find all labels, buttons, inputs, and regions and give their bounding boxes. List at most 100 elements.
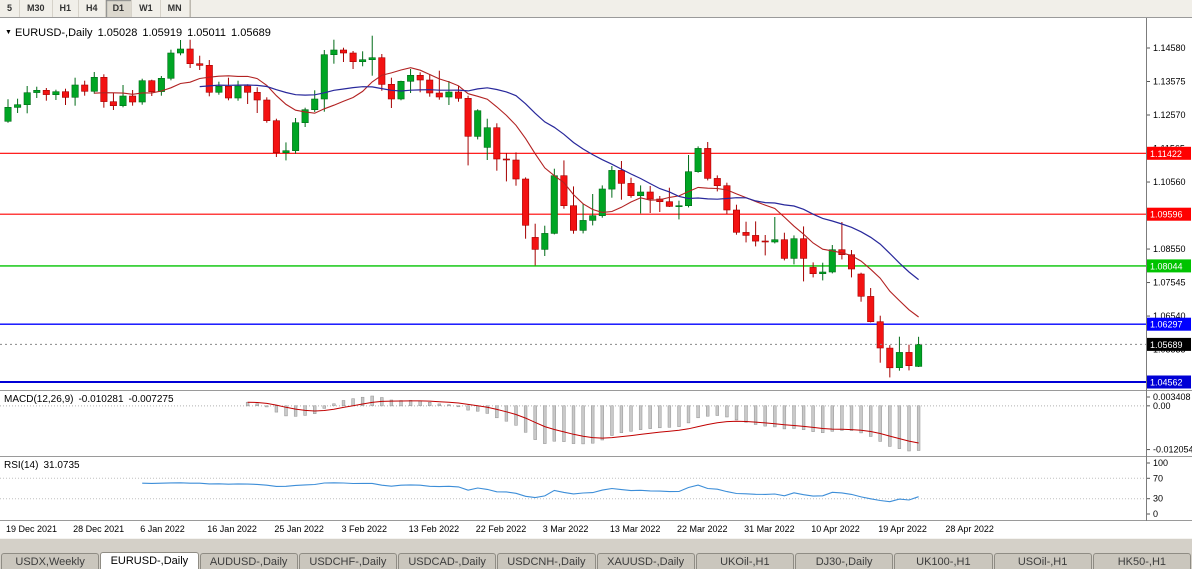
candle <box>244 84 252 104</box>
svg-text:1.04562: 1.04562 <box>1150 378 1183 388</box>
candles-layer <box>4 35 923 378</box>
tab-usdcnh-daily[interactable]: USDCNH-,Daily <box>497 553 596 569</box>
candle <box>646 186 654 213</box>
main-pane <box>0 35 1146 384</box>
price-tag[interactable]: 1.08044 <box>1147 259 1191 273</box>
svg-text:1.05689: 1.05689 <box>1150 340 1183 350</box>
candle <box>876 315 884 363</box>
rsi-tick-label: 70 <box>1153 473 1163 483</box>
price-tag[interactable]: 1.04562 <box>1147 375 1191 389</box>
bottom-bar: USDX,Weekly EURUSD-,Daily AUDUSD-,Daily … <box>0 538 1192 569</box>
timeframe-button-mn[interactable]: MN <box>161 0 190 17</box>
candle <box>253 87 261 113</box>
candle <box>301 107 309 127</box>
tab-audusd-daily[interactable]: AUDUSD-,Daily <box>199 553 298 569</box>
candle <box>416 72 424 93</box>
tab-usdchf-daily[interactable]: USDCHF-,Daily <box>298 553 397 569</box>
candle <box>292 118 300 154</box>
rsi-tick-label: 100 <box>1153 458 1168 468</box>
chart-region: 1.145801.135751.125701.115651.105601.095… <box>0 18 1192 538</box>
candle <box>129 90 137 106</box>
svg-text:1.06297: 1.06297 <box>1150 320 1183 330</box>
candle <box>263 97 271 123</box>
time-axis: 19 Dec 2021 28 Dec 2021 6 Jan 2022 16 Jan 2… <box>6 524 994 534</box>
tab-ukoil-h1[interactable]: UKOil-,H1 <box>695 553 794 569</box>
chart-tab-bar: USDX,Weekly EURUSD-,Daily AUDUSD-,Daily … <box>0 552 1192 569</box>
candle <box>454 86 462 102</box>
price-tag[interactable]: 1.11422 <box>1147 146 1191 160</box>
macd-tick-label: 0.003408 <box>1153 392 1191 402</box>
candle <box>320 50 328 112</box>
candle <box>14 98 22 113</box>
candle <box>847 250 855 278</box>
timeframe-button-h1[interactable]: H1 <box>53 0 80 17</box>
timeframe-button-d1[interactable]: D1 <box>105 0 133 17</box>
candle <box>522 177 530 239</box>
candle <box>282 142 290 161</box>
date-label: 13 Feb 2022 <box>409 524 460 534</box>
timeframe-button-m30[interactable]: M30 <box>20 0 53 17</box>
candle <box>560 160 568 209</box>
candle <box>177 40 185 56</box>
tab-eurusd-daily[interactable]: EURUSD-,Daily <box>100 552 199 569</box>
candle <box>234 80 242 101</box>
tab-usdx-weekly[interactable]: USDX,Weekly <box>1 553 100 569</box>
candle <box>42 88 50 101</box>
date-label: 6 Jan 2022 <box>140 524 185 534</box>
rsi-line <box>142 482 919 503</box>
timeframe-button-w1[interactable]: W1 <box>132 0 161 17</box>
date-label: 28 Apr 2022 <box>945 524 994 534</box>
candle <box>761 235 769 256</box>
candle <box>61 88 69 105</box>
candle <box>742 221 750 243</box>
candle <box>780 232 788 261</box>
candle <box>359 51 367 67</box>
tab-hk50-h1[interactable]: HK50-,H1 <box>1092 553 1191 569</box>
tab-xauusd-daily[interactable]: XAUUSD-,Daily <box>596 553 695 569</box>
candle <box>387 77 395 108</box>
rsi-tick-label: 30 <box>1153 494 1163 504</box>
rsi-tick-label: 0 <box>1153 509 1158 519</box>
candle <box>800 226 808 282</box>
price-tag[interactable]: 1.09596 <box>1147 207 1191 221</box>
candle <box>857 272 865 302</box>
date-label: 22 Mar 2022 <box>677 524 728 534</box>
candle <box>637 185 645 214</box>
tab-dj30-daily[interactable]: DJ30-,Daily <box>795 553 894 569</box>
candle <box>905 344 913 371</box>
ma-slow-line <box>199 84 919 281</box>
candle <box>205 60 213 97</box>
candle <box>493 123 501 171</box>
price-tag[interactable]: 1.06297 <box>1147 317 1191 331</box>
candle <box>138 78 146 105</box>
candle <box>579 203 587 234</box>
candle <box>445 81 453 105</box>
candle <box>33 86 41 98</box>
y-tick-label: 1.10560 <box>1153 177 1186 187</box>
tab-usoil-h1[interactable]: USOil-,H1 <box>993 553 1092 569</box>
date-label: 31 Mar 2022 <box>744 524 795 534</box>
ma-fast-line <box>94 67 919 318</box>
timeframe-button-m5[interactable]: 5 <box>0 0 21 17</box>
timeframe-button-h4[interactable]: H4 <box>79 0 106 17</box>
chart-canvas[interactable]: 1.145801.135751.125701.115651.105601.095… <box>0 18 1192 538</box>
tab-uk100-h1[interactable]: UK100-,H1 <box>894 553 993 569</box>
candle <box>886 345 894 378</box>
candle <box>148 79 156 96</box>
candle <box>349 51 357 69</box>
timeframe-toolbar: 5 M30 H1 H4 D1 W1 MN <box>0 0 1192 18</box>
y-tick-label: 1.06540 <box>1153 311 1186 321</box>
candle <box>915 336 923 367</box>
price-tag[interactable]: 1.05689 <box>1147 337 1191 351</box>
candle <box>407 69 415 93</box>
candle <box>157 76 165 96</box>
date-label: 13 Mar 2022 <box>610 524 661 534</box>
candle <box>895 336 903 371</box>
y-tick-label: 1.07545 <box>1153 278 1186 288</box>
tab-usdcad-daily[interactable]: USDCAD-,Daily <box>398 553 497 569</box>
candle <box>771 217 779 244</box>
candle <box>531 223 539 266</box>
candle <box>656 196 664 212</box>
candle <box>186 39 194 68</box>
